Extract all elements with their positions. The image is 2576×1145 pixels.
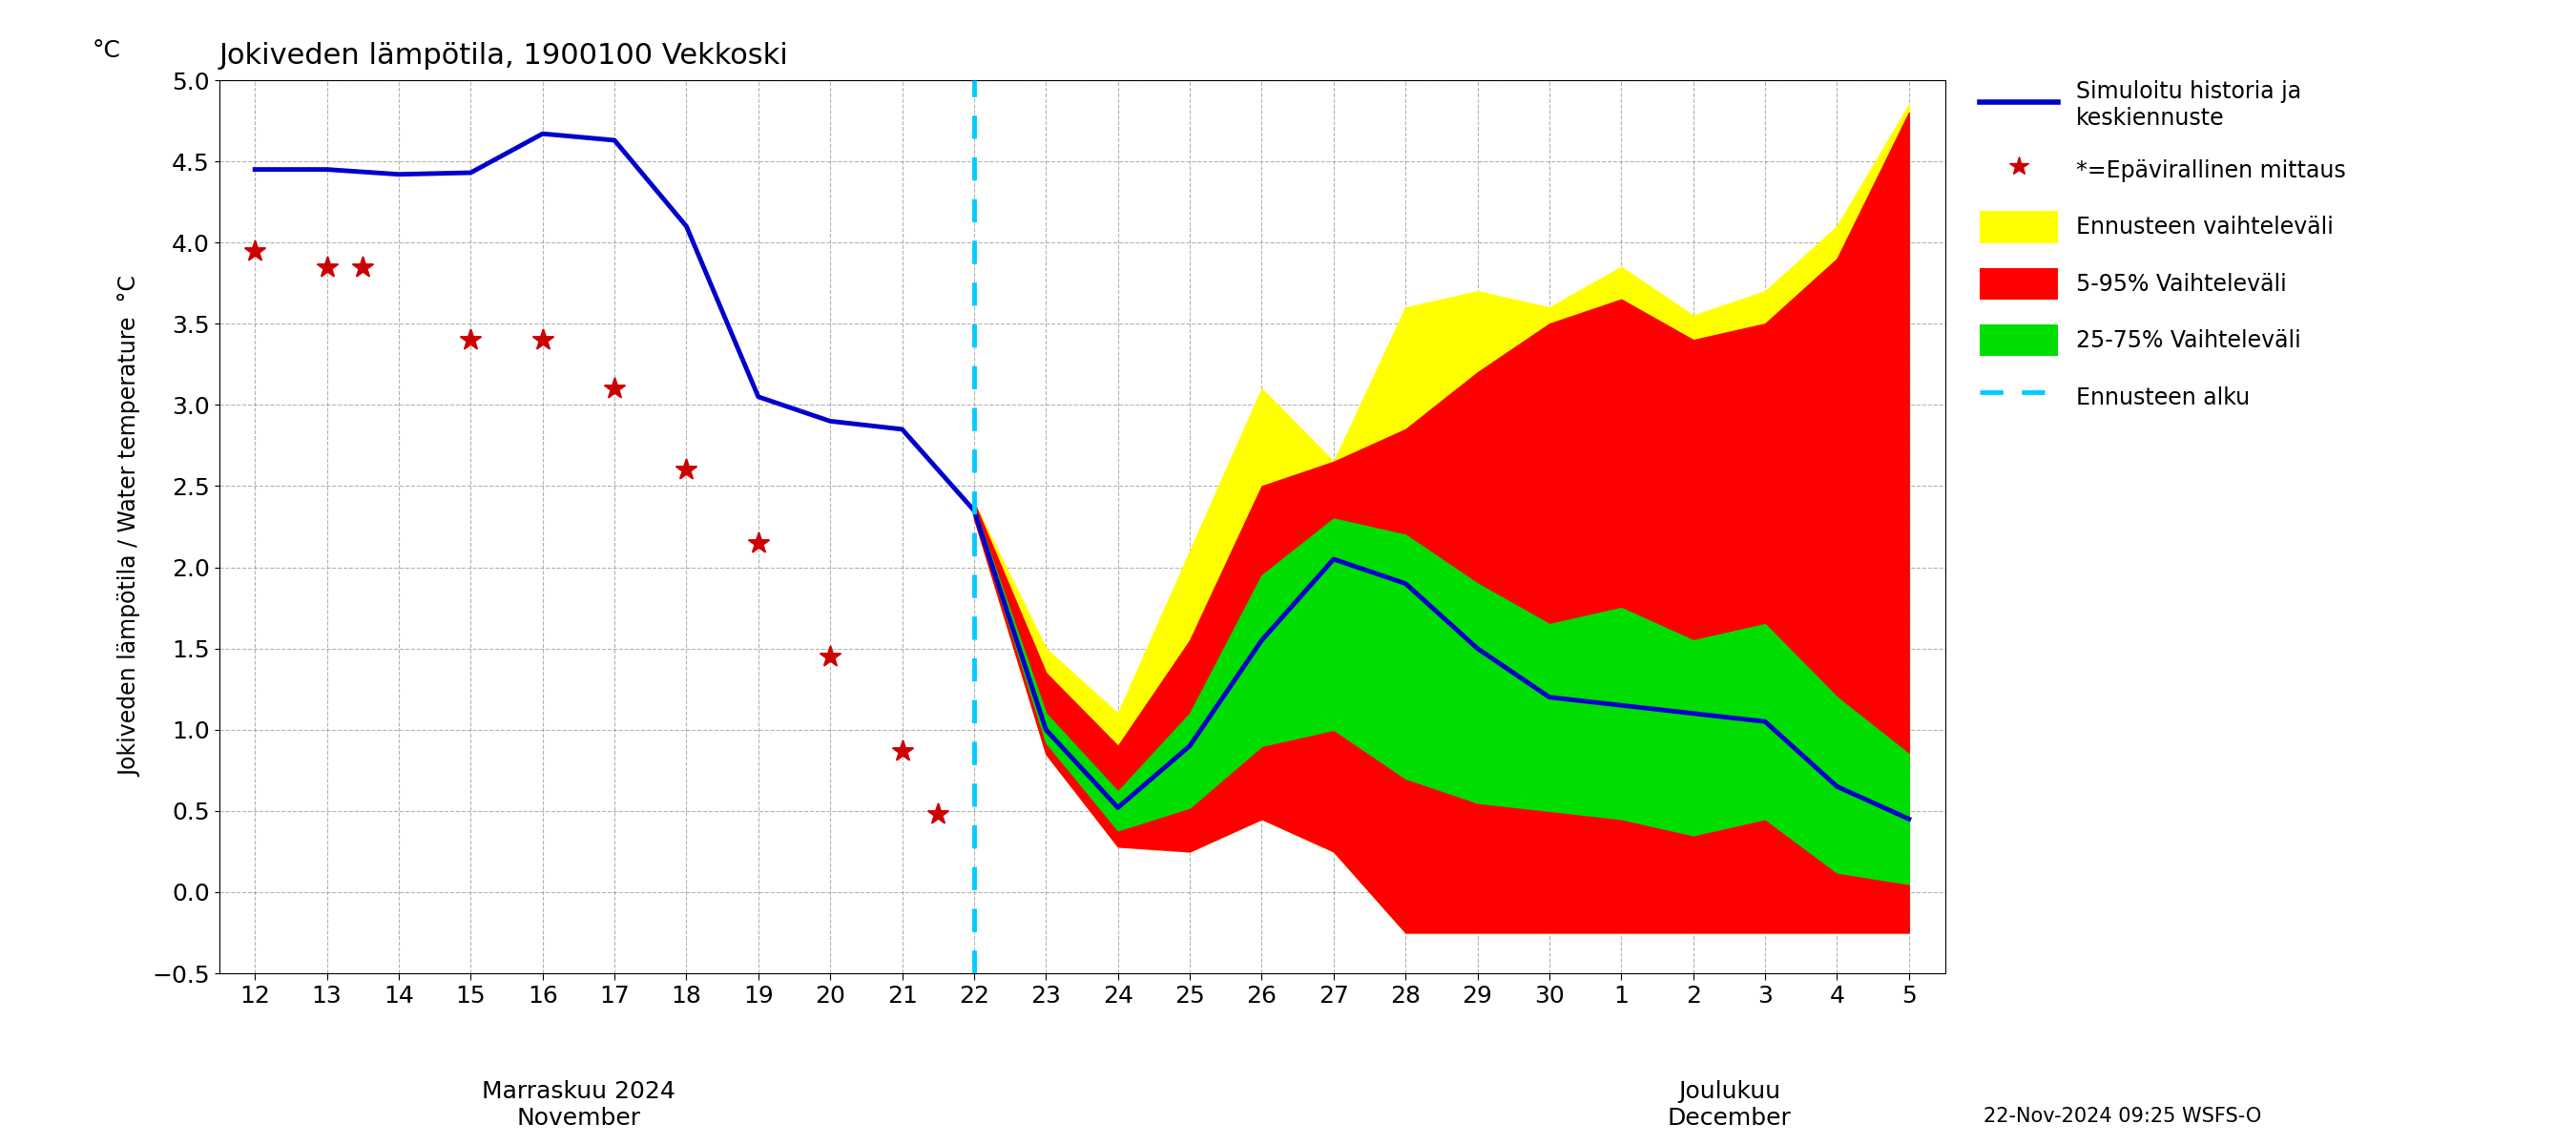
Point: [737, 534, 778, 552]
Text: Jokiveden lämpötila, 1900100 Vekkoski: Jokiveden lämpötila, 1900100 Vekkoski: [219, 42, 788, 70]
Text: °C: °C: [93, 39, 121, 62]
Point: [451, 331, 492, 349]
Point: [234, 242, 276, 260]
Point: [523, 331, 564, 349]
Text: 22-Nov-2024 09:25 WSFS-O: 22-Nov-2024 09:25 WSFS-O: [1984, 1107, 2262, 1126]
Point: [595, 379, 636, 397]
Y-axis label: Jokiveden lämpötila / Water temperature  °C: Jokiveden lämpötila / Water temperature …: [118, 276, 142, 777]
Point: [881, 742, 922, 760]
Text: Joulukuu
December: Joulukuu December: [1667, 1081, 1790, 1130]
Legend: Simuloitu historia ja
keskiennuste, *=Epävirallinen mittaus, Ennusteen vaihtelev: Simuloitu historia ja keskiennuste, *=Ep…: [1978, 80, 2347, 413]
Text: Marraskuu 2024
November: Marraskuu 2024 November: [482, 1081, 675, 1130]
Point: [665, 460, 706, 479]
Point: [343, 258, 384, 276]
Point: [307, 258, 348, 276]
Point: [809, 647, 850, 665]
Point: [917, 805, 958, 823]
